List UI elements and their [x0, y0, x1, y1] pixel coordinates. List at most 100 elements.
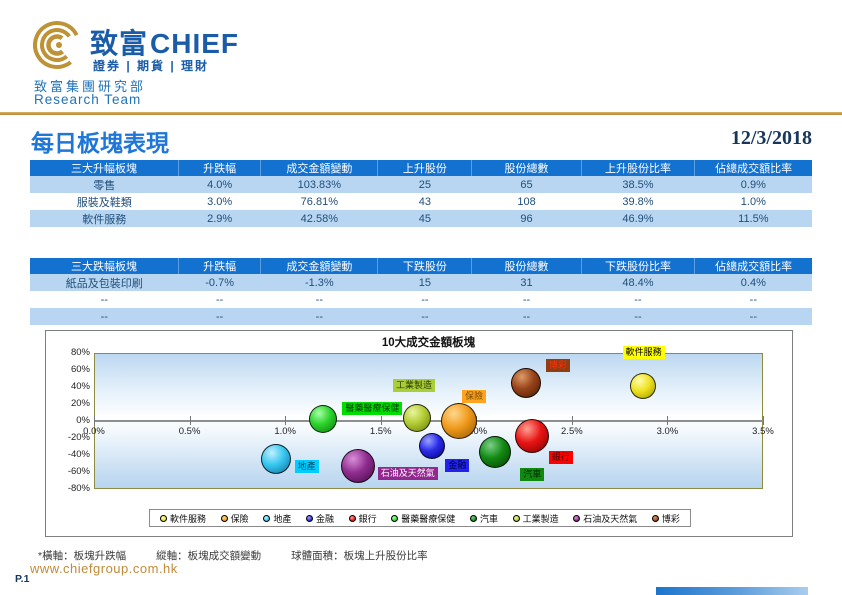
- table-cell: 15: [418, 276, 432, 289]
- table-cell: --: [522, 310, 531, 323]
- table-row: -- -- -- -- -- -- --: [30, 291, 812, 308]
- gainers-table: 三大升幅板塊 升跌幅 成交金額變動 上升股份 股份總數 上升股份比率 佔總成交額比率 零售 4…: [30, 160, 812, 227]
- data-label-汽車: 汽車: [520, 467, 545, 481]
- table-cell: --: [421, 293, 429, 306]
- data-label-保險: 保險: [462, 390, 487, 403]
- table-cell: 39.8%: [622, 195, 654, 208]
- page-number: P.1: [15, 573, 30, 585]
- data-bubble-工業製造: [403, 403, 432, 432]
- header-divider: [0, 112, 842, 115]
- data-bubble-保險: [441, 403, 478, 439]
- brand-logo-text: 致富 CHIEF: [90, 22, 239, 62]
- footnote-y-axis: 縱軸：板塊成交額變動: [156, 550, 262, 562]
- column-header: 成交金額變動: [260, 258, 379, 274]
- column-header: 下跌股份比率: [581, 258, 696, 274]
- brand-logo-latin: CHIEF: [150, 28, 240, 59]
- y-axis-tick-label: -40%: [67, 449, 90, 460]
- legend-dot-icon: [573, 514, 581, 522]
- legend-dot-icon: [651, 514, 659, 522]
- bubble-chart: 10大成交金額板塊 軟件服務 保險 地產 金融 銀行 醫藥醫療保健 汽車 工業製造 石油及天然氣…: [45, 330, 793, 537]
- axis-tick-mark: [380, 416, 382, 425]
- legend-label: 地產: [273, 513, 292, 524]
- axis-tick-mark: [763, 416, 764, 425]
- legend-dot-icon: [263, 514, 271, 522]
- table-row: 服裝及鞋類 3.0% 76.81% 43 108 39.8% 1.0%: [30, 193, 812, 210]
- axis-tick-mark: [571, 416, 573, 425]
- axis-tick-mark: [285, 416, 287, 425]
- legend-dot-icon: [512, 514, 520, 522]
- legend-label: 金融: [315, 513, 334, 524]
- column-header: 升跌幅: [178, 160, 262, 176]
- x-axis-tick-label: 3.5%: [752, 426, 774, 437]
- report-date: 12/3/2018: [730, 127, 812, 149]
- department-name: 致富集團研究部: [34, 79, 147, 94]
- website-link[interactable]: www.chiefgroup.com.hk: [30, 561, 178, 576]
- table-row: 零售 4.0% 103.83% 25 65 38.5% 0.9%: [30, 176, 812, 193]
- table-cell: 46.9%: [622, 212, 654, 225]
- brand-tagline: 證券 | 期貨 | 理財: [93, 59, 210, 73]
- legend-label: 醫藥醫療保健: [401, 513, 456, 524]
- y-axis-tick-label: 60%: [70, 364, 90, 375]
- data-bubble-醫藥醫療保健: [309, 405, 338, 434]
- table-cell: --: [421, 310, 429, 323]
- column-header: 佔總成交額比率: [694, 258, 812, 274]
- legend-item: 工業製造: [512, 512, 559, 525]
- table-cell: 2.9%: [207, 212, 233, 225]
- data-label-石油及天然氣: 石油及天然氣: [377, 467, 438, 481]
- table-cell: -0.7%: [205, 276, 234, 289]
- y-axis-tick-label: -60%: [67, 466, 90, 477]
- column-header: 股份總數: [471, 160, 582, 176]
- column-header: 佔總成交額比率: [694, 160, 812, 176]
- table-cell: 65: [520, 178, 533, 191]
- table-cell: 76.81%: [300, 195, 338, 208]
- y-axis-tick-label: -80%: [67, 483, 90, 494]
- footnote-size: 球體面積：板塊上升股份比率: [291, 550, 428, 562]
- table-row: 紙品及包裝印刷 -0.7% -1.3% 15 31 48.4% 0.4%: [30, 274, 812, 291]
- column-header: 升跌幅: [178, 258, 262, 274]
- legend-item: 石油及天然氣: [573, 512, 637, 525]
- y-axis-tick-label: 40%: [70, 381, 90, 392]
- column-header: 股份總數: [471, 258, 582, 274]
- table-cell: 0.9%: [740, 178, 766, 191]
- legend-label: 保險: [230, 513, 249, 524]
- table-cell: 3.0%: [207, 195, 233, 208]
- data-bubble-軟件服務: [629, 373, 656, 400]
- table-cell: --: [100, 293, 108, 306]
- table-row: 軟件服務 2.9% 42.58% 45 96 46.9% 11.5%: [30, 210, 812, 227]
- table-cell: 96: [520, 212, 533, 225]
- table-cell: --: [315, 310, 323, 323]
- table-cell: 0.4%: [740, 276, 766, 289]
- losers-header-row: 三大跌幅板塊 升跌幅 成交金額變動 下跌股份 股份總數 下跌股份比率 佔總成交額比率: [30, 258, 812, 274]
- table-cell: 4.0%: [207, 178, 233, 191]
- gainers-header-row: 三大升幅板塊 升跌幅 成交金額變動 上升股份 股份總數 上升股份比率 佔總成交額比率: [30, 160, 812, 176]
- table-cell: 紙品及包裝印刷: [65, 277, 143, 290]
- table-cell: --: [315, 293, 323, 306]
- legend-item: 汽車: [469, 512, 498, 525]
- table-cell: 零售: [93, 179, 116, 192]
- table-cell: --: [749, 293, 757, 306]
- footer-blue-bar: [656, 587, 808, 595]
- data-label-銀行: 銀行: [548, 451, 573, 465]
- legend-item: 銀行: [348, 512, 377, 525]
- legend-dot-icon: [469, 514, 477, 522]
- legend-dot-icon: [220, 514, 228, 522]
- table-cell: 31: [520, 276, 533, 289]
- losers-table: 三大跌幅板塊 升跌幅 成交金額變動 下跌股份 股份總數 下跌股份比率 佔總成交額比率 紙品及…: [30, 258, 812, 325]
- page-title: 每日板塊表現: [31, 130, 169, 156]
- data-label-醫藥醫療保健: 醫藥醫療保健: [342, 402, 403, 416]
- table-row: -- -- -- -- -- -- --: [30, 308, 812, 325]
- legend-item: 軟件服務: [160, 512, 206, 525]
- x-axis-tick-label: 2.0%: [465, 426, 488, 437]
- data-label-地產: 地產: [294, 460, 319, 474]
- data-label-工業製造: 工業製造: [393, 378, 436, 392]
- column-header: 下跌股份: [377, 258, 473, 274]
- table-cell: -1.3%: [304, 276, 334, 289]
- legend-dot-icon: [348, 514, 356, 522]
- data-bubble-地產: [260, 444, 291, 475]
- data-bubble-銀行: [514, 419, 549, 454]
- legend-label: 石油及天然氣: [583, 513, 638, 524]
- data-bubble-汽車: [479, 435, 512, 468]
- y-axis-tick-label: 20%: [70, 398, 90, 409]
- axis-tick-mark: [667, 416, 669, 425]
- axis-tick-mark: [94, 416, 95, 425]
